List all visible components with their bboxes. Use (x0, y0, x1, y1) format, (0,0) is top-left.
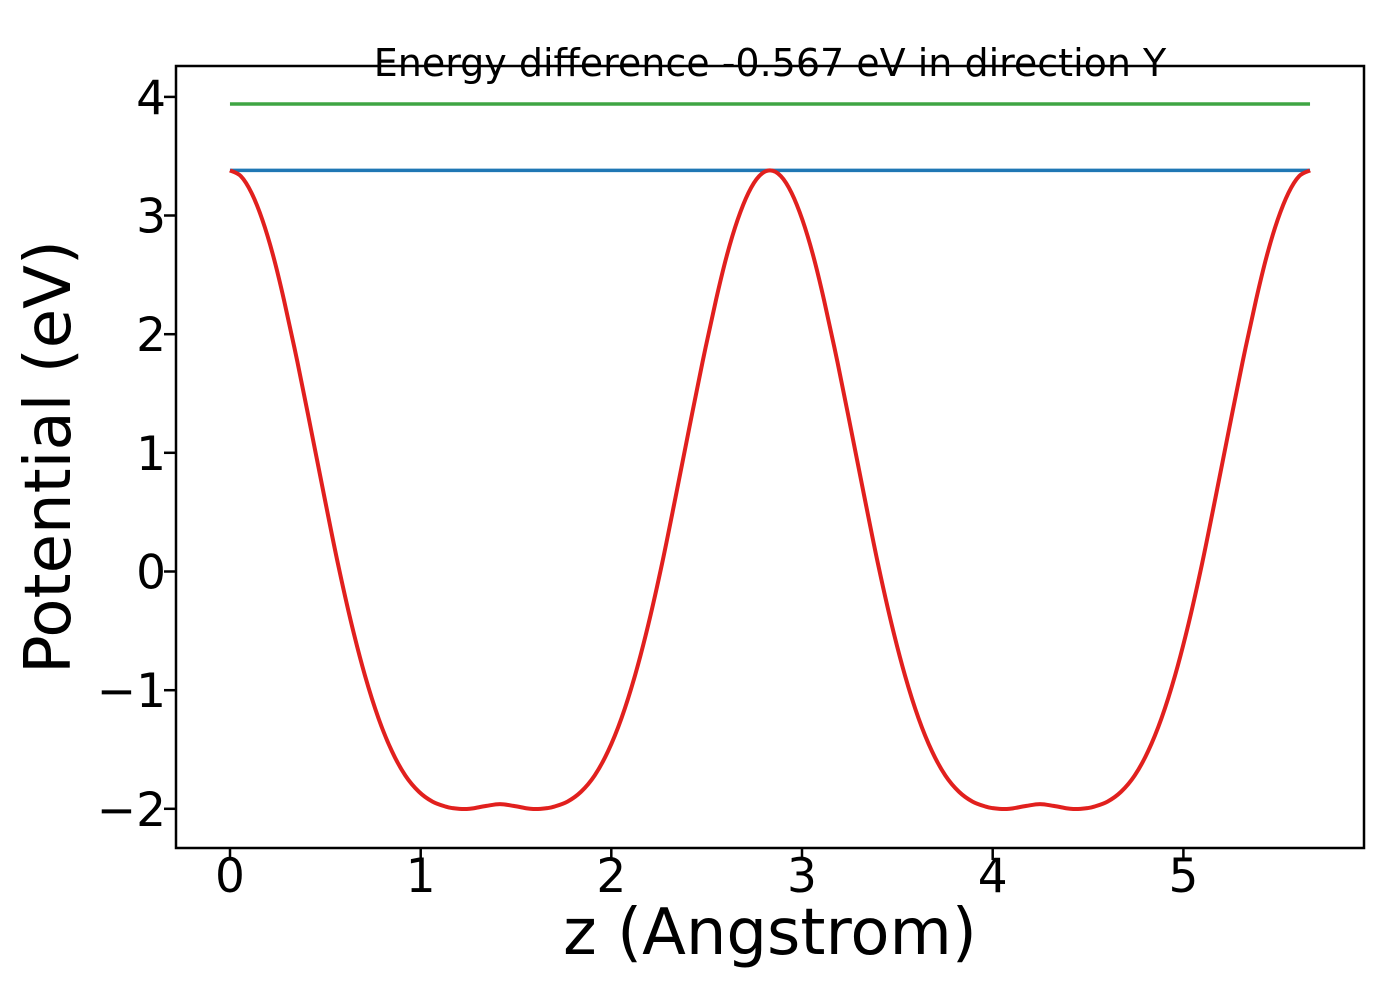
plot-frame (174, 64, 1366, 850)
chart-title: Energy difference -0.567 eV in direction… (374, 41, 1167, 85)
y-axis-label: Potential (eV) (12, 240, 86, 674)
x-tick-label: 2 (596, 849, 626, 904)
potential-curve (229, 168, 1311, 811)
y-tick-label: 4 (136, 71, 166, 126)
y-axis: 4 3 2 1 0 −1 −2 (97, 71, 176, 838)
x-axis-label: z (Angstrom) (563, 896, 977, 970)
x-tick-label: 5 (1168, 849, 1198, 904)
x-tick-label: 0 (215, 849, 245, 904)
x-axis: 0 1 2 3 4 5 (215, 848, 1198, 904)
y-tick-label: −1 (97, 664, 166, 719)
y-tick-label: 1 (136, 427, 166, 482)
y-tick-label: 0 (136, 546, 166, 601)
series-layer (229, 102, 1311, 811)
x-tick-label: 1 (406, 849, 436, 904)
y-tick-label: 2 (136, 308, 166, 363)
y-tick-label: 3 (136, 190, 166, 245)
x-tick-label: 3 (787, 849, 817, 904)
x-tick-label: 4 (978, 849, 1008, 904)
y-tick-label: −2 (97, 783, 166, 838)
